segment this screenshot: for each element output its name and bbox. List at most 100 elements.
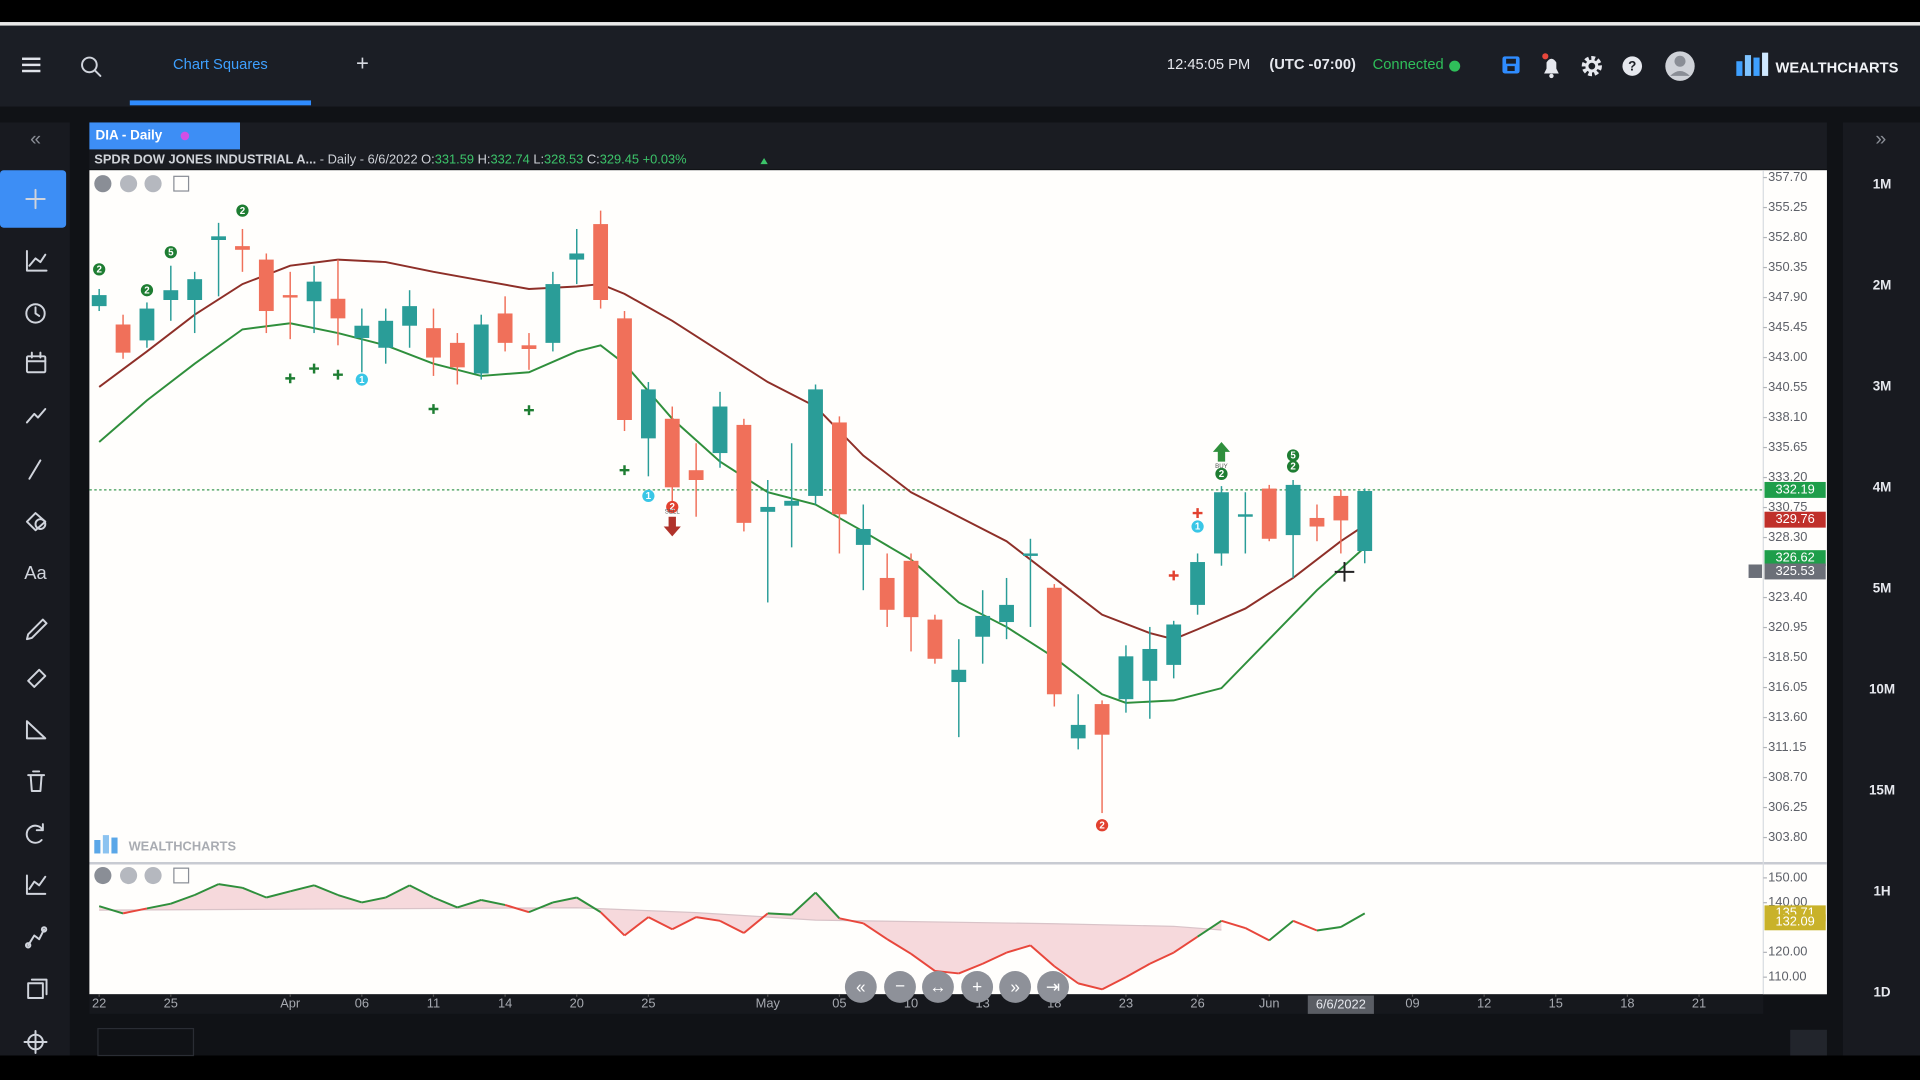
plus-marker (1192, 508, 1203, 518)
high-value: 332.74 (490, 152, 529, 167)
tool-trash[interactable] (27, 770, 46, 792)
timeframe[interactable]: 1D (1873, 985, 1890, 1000)
tool-trend[interactable] (25, 408, 47, 424)
tab-label[interactable]: Chart Squares (173, 57, 268, 73)
indicator-segment (1316, 926, 1341, 932)
candle-body (832, 422, 847, 515)
crosshair-tool[interactable] (25, 188, 46, 210)
tool-angle[interactable] (25, 720, 47, 740)
y-tick-label: 303.80 (1768, 829, 1807, 844)
x-tick-label: 23 (1119, 995, 1133, 1010)
candle-body (235, 246, 250, 250)
top-rule (0, 22, 1920, 26)
candle-body (688, 470, 704, 480)
tool-ruler[interactable] (27, 668, 47, 688)
chart-header (89, 122, 1827, 169)
tool-refresh[interactable] (25, 823, 44, 844)
y-tick-label: 343.00 (1768, 349, 1807, 364)
signal-marker (1286, 449, 1300, 462)
signal-marker-label: 1 (1195, 522, 1201, 533)
indicator-segment (218, 883, 243, 889)
signal-marker (93, 263, 106, 276)
chart-tab[interactable] (89, 122, 240, 150)
period: - Daily - 6/6/2022 (316, 152, 417, 167)
timeframe[interactable]: 2M (1873, 277, 1892, 292)
y-tick-label: 328.30 (1768, 529, 1807, 544)
search-button[interactable] (81, 56, 102, 77)
indicator-signal (99, 907, 1222, 931)
nav-buttons[interactable]: « − ↔ + » ⇥ (844, 971, 1069, 1003)
change-arrow (760, 157, 768, 165)
indicator-y-tick-label: 120.00 (1768, 944, 1807, 959)
svg-text:«: « (856, 977, 866, 997)
x-tick-label: 22 (92, 995, 106, 1010)
tool-line[interactable] (28, 459, 42, 480)
timeframe[interactable]: 4M (1873, 480, 1892, 495)
tool-chart[interactable] (25, 250, 48, 272)
indicator-segment (1340, 912, 1366, 928)
settings-button[interactable] (1581, 56, 1602, 77)
help-button[interactable]: ? (1622, 56, 1643, 76)
y-tick-label: 350.35 (1768, 259, 1807, 274)
close-value: 329.45 (600, 152, 639, 167)
tool-indicators[interactable] (25, 874, 47, 895)
signal-marker-label: 5 (1290, 451, 1296, 462)
tool-layers[interactable] (27, 978, 48, 999)
signal-marker-label: 2 (1290, 462, 1296, 473)
indicator-segment (266, 890, 291, 899)
tool-text[interactable]: Aa (24, 562, 47, 583)
tool-clock[interactable] (25, 303, 46, 324)
brand-logo (1736, 52, 1769, 76)
indicator-segment (337, 894, 363, 904)
indicator-y-tick-label: 110.00 (1768, 969, 1806, 984)
signal-marker-label: 2 (240, 206, 246, 217)
timeframe[interactable]: 1H (1873, 884, 1890, 899)
pane-controls[interactable] (94, 175, 190, 885)
candle-body (1333, 495, 1349, 521)
indicator-segment (481, 899, 506, 906)
y-tick-label: 340.55 (1768, 379, 1807, 394)
avatar[interactable] (1665, 51, 1695, 81)
timeframe[interactable]: 1M (1873, 176, 1892, 191)
close-label: C: (583, 152, 599, 167)
menu-button[interactable] (22, 57, 41, 73)
collapse-left[interactable]: « (30, 128, 41, 150)
y-tick-label: 330.75 (1768, 499, 1807, 514)
candle-body (354, 325, 370, 338)
timeframe[interactable]: 3M (1873, 379, 1892, 394)
collapse-right[interactable]: » (1875, 128, 1886, 150)
tool-calendar[interactable] (25, 351, 47, 374)
candle-body (975, 615, 991, 637)
candle-body (999, 604, 1014, 623)
top-bar (0, 0, 1920, 23)
price-label: 325.53 (1775, 563, 1814, 578)
indicator-segment (767, 912, 792, 916)
tool-shape[interactable] (25, 512, 47, 532)
save-button[interactable] (1502, 56, 1520, 74)
signal-marker (666, 500, 679, 514)
chart-tab-label: DIA - Daily (96, 127, 163, 142)
alerts-button[interactable] (1542, 53, 1559, 79)
right-sidebar (1842, 122, 1920, 1056)
timeframe[interactable]: 10M (1869, 682, 1895, 697)
indicator-segment (599, 911, 626, 937)
candle-body (1166, 624, 1182, 665)
plus-marker (1168, 570, 1179, 581)
timeframe[interactable]: 15M (1869, 783, 1895, 798)
add-tab[interactable]: + (356, 51, 369, 76)
candle-body (306, 281, 322, 302)
indicator-segment (719, 919, 745, 934)
svg-text:?: ? (1628, 58, 1636, 73)
high-label: H: (474, 152, 490, 167)
tool-pencil[interactable] (25, 618, 48, 641)
candle-body (784, 500, 800, 506)
y-tick-label: 306.25 (1768, 799, 1807, 814)
corner-button[interactable] (1790, 1029, 1827, 1056)
timeframe[interactable]: 5M (1873, 581, 1892, 596)
y-tick-label: 311.15 (1768, 739, 1806, 754)
tool-target[interactable] (23, 1030, 48, 1055)
signal-marker-label: 1 (646, 491, 652, 502)
status-dot (1449, 60, 1461, 72)
tool-nodes[interactable] (24, 926, 48, 949)
